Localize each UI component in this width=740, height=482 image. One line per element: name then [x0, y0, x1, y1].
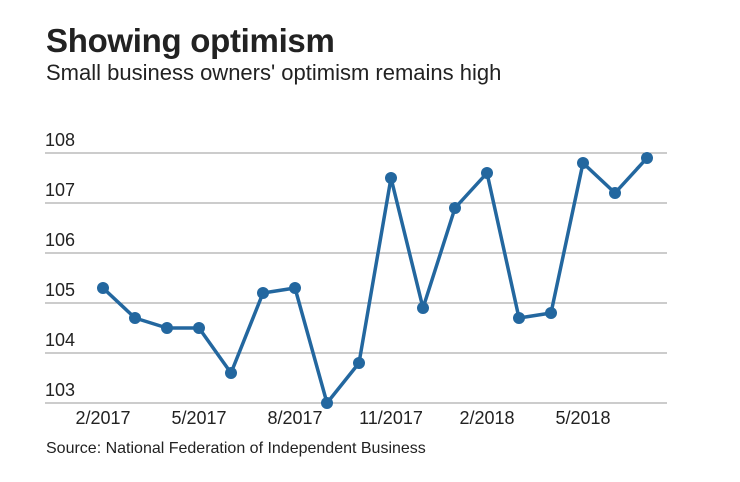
data-point [417, 302, 429, 314]
data-point [609, 187, 621, 199]
data-point [449, 202, 461, 214]
y-tick-label: 103 [45, 380, 75, 400]
data-point [225, 367, 237, 379]
data-point [385, 172, 397, 184]
data-point [321, 397, 333, 409]
chart-subtitle: Small business owners' optimism remains … [46, 60, 502, 85]
data-point [161, 322, 173, 334]
data-point [577, 157, 589, 169]
data-point [641, 152, 653, 164]
data-point [97, 282, 109, 294]
y-tick-label: 106 [45, 230, 75, 250]
y-tick-label: 107 [45, 180, 75, 200]
y-tick-label: 104 [45, 330, 75, 350]
data-point [193, 322, 205, 334]
y-tick-label: 108 [45, 130, 75, 150]
x-tick-label: 11/2017 [359, 408, 423, 428]
data-point [257, 287, 269, 299]
y-tick-label: 105 [45, 280, 75, 300]
chart-title: Showing optimism [46, 22, 335, 59]
data-point [513, 312, 525, 324]
data-point [481, 167, 493, 179]
x-tick-label: 2/2017 [75, 408, 130, 428]
x-tick-label: 8/2017 [267, 408, 322, 428]
x-tick-label: 2/2018 [459, 408, 514, 428]
data-point [353, 357, 365, 369]
data-point [289, 282, 301, 294]
x-tick-label: 5/2017 [171, 408, 226, 428]
chart-source: Source: National Federation of Independe… [46, 440, 426, 457]
data-point [129, 312, 141, 324]
series-line [101, 156, 649, 405]
data-point [545, 307, 557, 319]
x-tick-label: 5/2018 [555, 408, 610, 428]
